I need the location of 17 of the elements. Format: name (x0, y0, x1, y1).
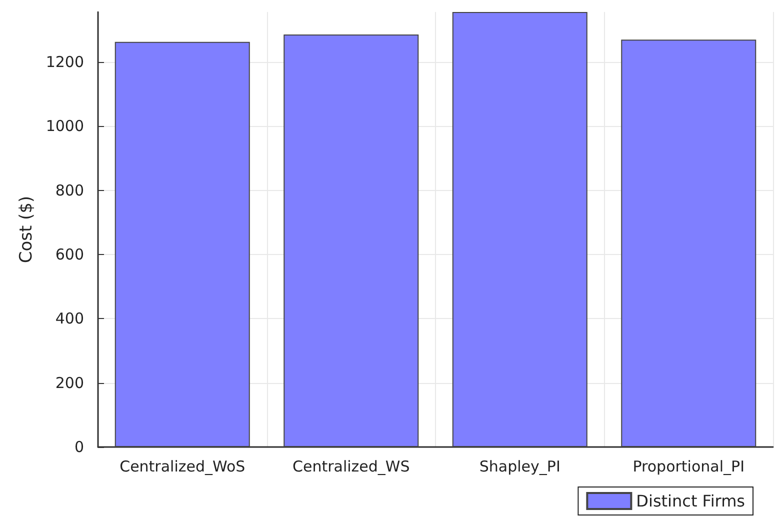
bar (452, 12, 588, 447)
legend-label: Distinct Firms (636, 492, 746, 510)
y-tick-label: 1000 (46, 117, 84, 136)
x-tick-label: Shapley_PI (479, 458, 560, 476)
y-tick-label: 200 (55, 374, 84, 392)
x-tick-label: Proportional_PI (632, 458, 744, 476)
bar (621, 40, 756, 447)
bar (284, 34, 419, 447)
x-tick-label: Centralized_WS (292, 458, 410, 476)
x-tick-label: Centralized_WoS (120, 458, 246, 476)
y-axis-title: Cost ($) (16, 196, 36, 264)
y-tick-label: 0 (74, 438, 84, 456)
y-tick-label: 800 (55, 181, 84, 200)
y-tick-label: 600 (55, 246, 84, 264)
y-tick-label: 400 (55, 310, 84, 328)
y-tick-label: 1200 (46, 53, 84, 72)
bar (114, 42, 250, 447)
